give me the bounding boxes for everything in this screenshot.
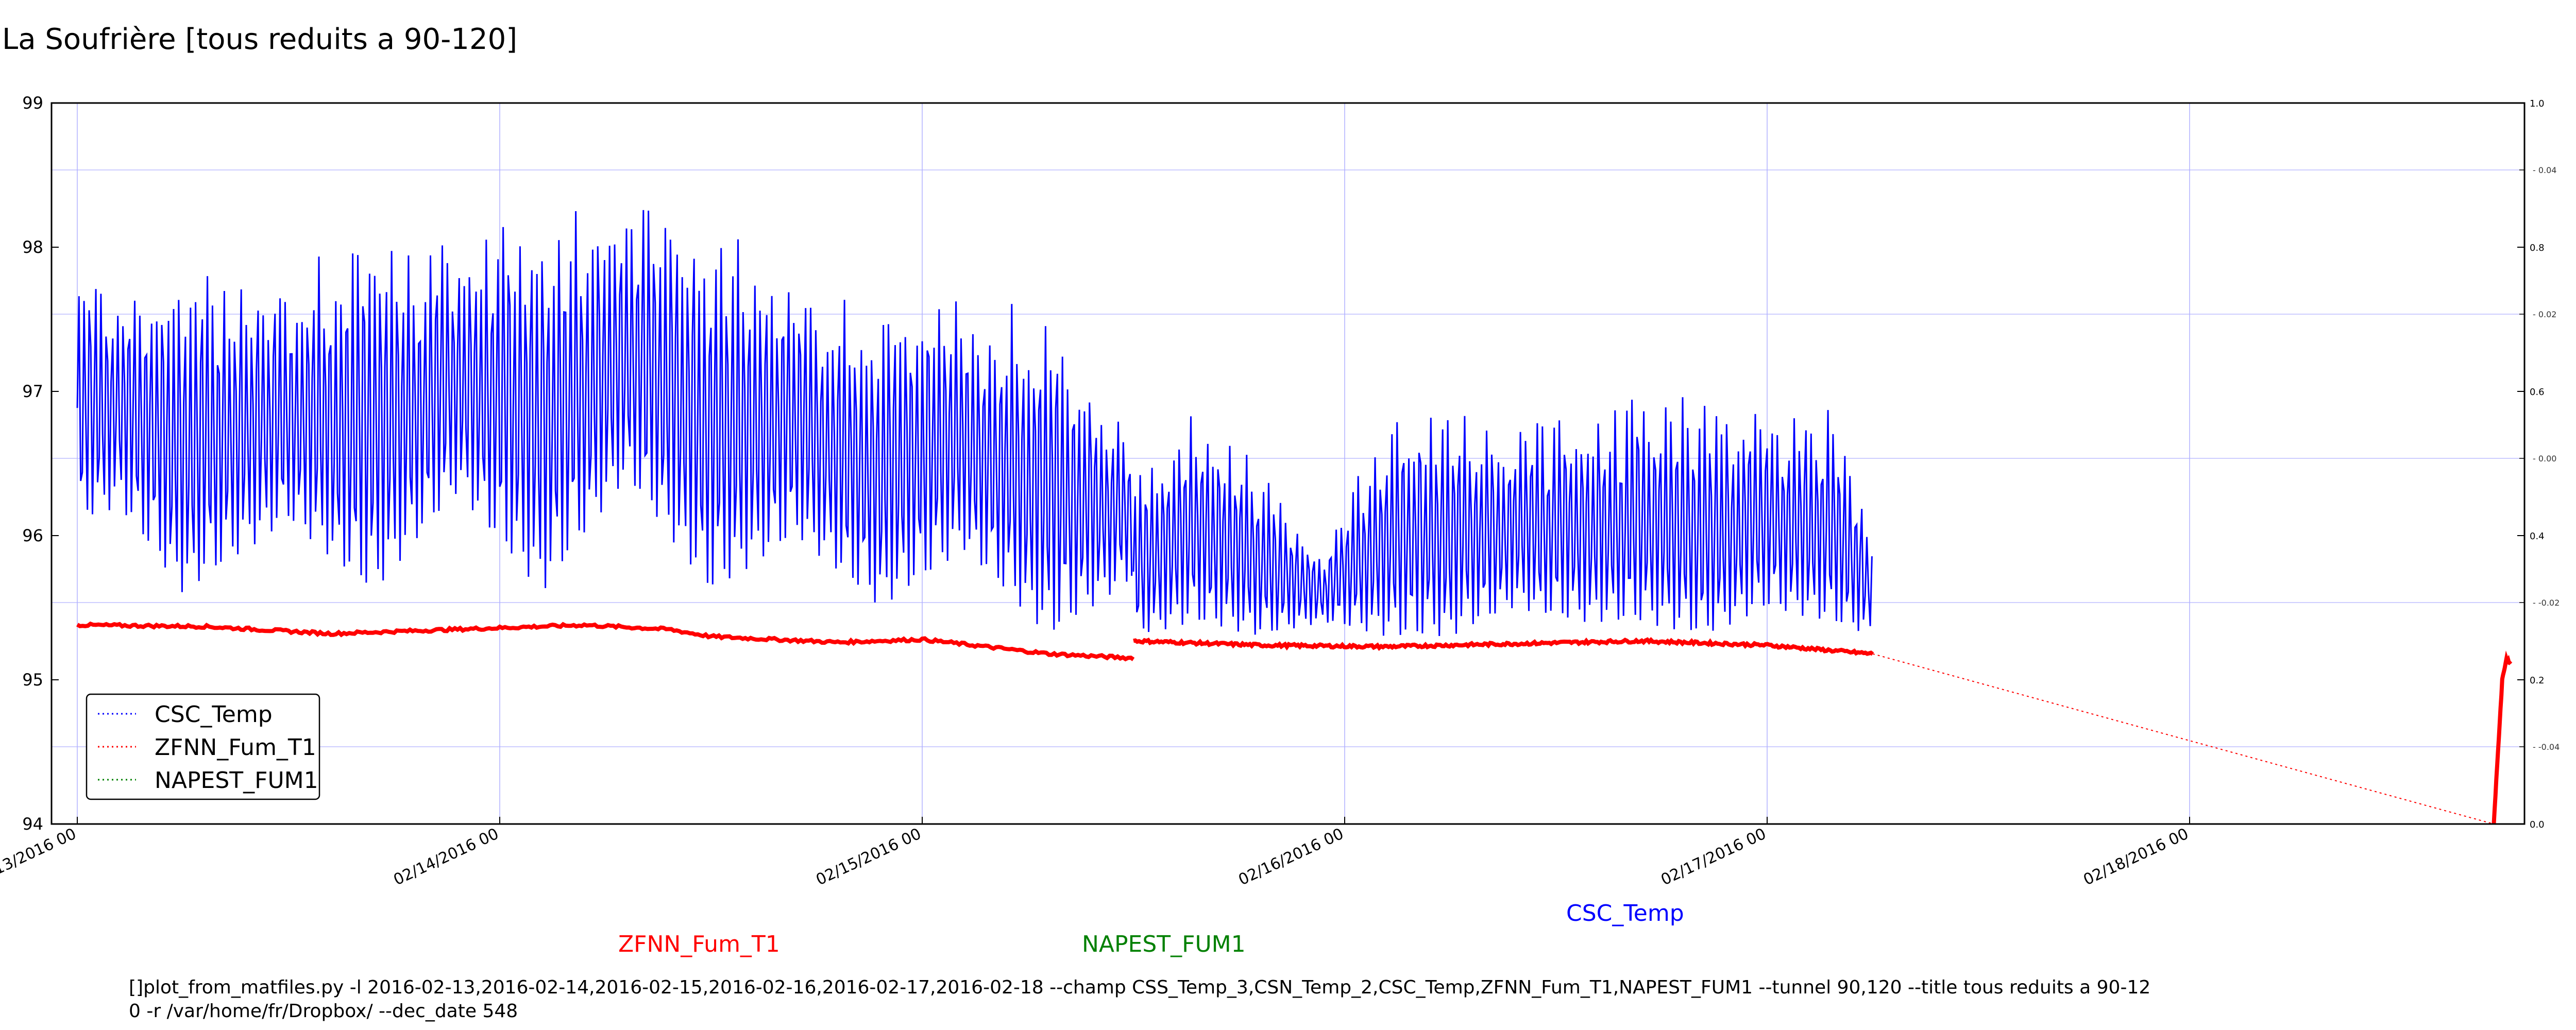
x-tick-label: 02/18/2016 00 [2081,825,2192,889]
y2-outer-tick-label: 0.2 [2530,675,2545,686]
y-tick-label: 97 [22,382,43,401]
series-gap-ZFNN_Fum_T1 [1872,653,2494,825]
y2-outer-tick-label: 1.0 [2530,98,2545,109]
series-line-CSC_Temp [1132,397,1873,637]
series-label-csc: CSC_Temp [1566,900,1684,926]
series-label-zfnn: ZFNN_Fum_T1 [618,931,780,957]
y2-inner-tick-label: - -0.02 [2533,598,2560,608]
x-tick-label: 02/15/2016 00 [814,825,924,889]
command-line: []plot_from_matfiles.py -l 2016-02-13,20… [129,977,2151,1022]
y2-inner-tick-label: - 0.00 [2533,454,2556,464]
x-axis: 02/13/2016 00 02/14/2016 00 02/15/2016 00 0… [0,817,2191,889]
legend-label-CSC_Temp: CSC_Temp [155,701,273,728]
y-tick-label: 99 [22,93,43,113]
legend-label-ZFNN_Fum_T1: ZFNN_Fum_T1 [155,734,316,761]
x-tick-label: 02/14/2016 00 [391,825,502,889]
series-layer [76,210,2513,825]
series-label-napest: NAPEST_FUM1 [1082,931,1246,957]
y2-outer-tick-label: 0.6 [2530,387,2545,398]
x-tick-label: 02/13/2016 00 [0,825,79,889]
series-line-ZFNN_Fum_T1 [1133,637,1874,656]
series-line-CSC_Temp [76,210,1133,630]
y2-outer-tick-label: 0.4 [2530,531,2545,542]
y-tick-label: 98 [22,237,43,257]
x-tick-label: 02/16/2016 00 [1236,825,1347,889]
y2-inner-tick-label: - -0.04 [2533,742,2560,752]
y2-outer-tick-label: 0.0 [2530,819,2545,830]
legend-box [86,693,320,800]
legend: CSC_Temp ZFNN_Fum_T1 NAPEST_FUM1 [86,693,320,800]
y-tick-label: 95 [22,670,43,690]
plot-frame [50,102,2526,825]
y2-axis: 0.0 0.2 0.4 0.6 0.8 1.0 - -0.04 - -0.02 - 0.00 - … [2519,98,2560,830]
x-tick-label: 02/17/2016 00 [1658,825,1769,889]
y-tick-label: 94 [22,814,43,834]
series-line-ZFNN_Fum_T1 [2492,650,2513,825]
y-axis: 94 95 96 97 98 99 [22,93,2524,834]
y2-inner-tick-label: - 0.04 [2533,165,2556,175]
y-tick-label: 96 [22,526,43,545]
series-line-ZFNN_Fum_T1 [76,621,1135,662]
legend-label-NAPEST_FUM1: NAPEST_FUM1 [155,767,318,794]
chart-title: La Soufrière [tous reduits a 90-120] [2,23,518,56]
y2-outer-tick-label: 0.8 [2530,243,2545,253]
y2-inner-tick-label: - 0.02 [2533,310,2556,319]
